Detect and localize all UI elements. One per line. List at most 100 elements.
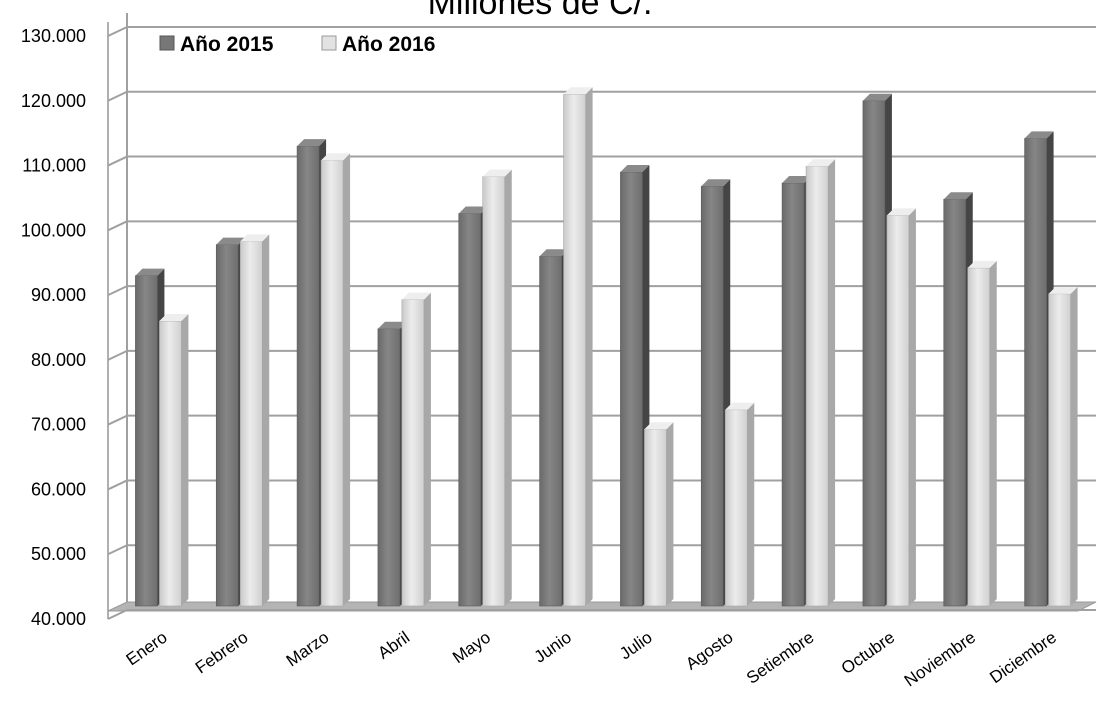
bar-front-face xyxy=(943,198,967,607)
legend-swatch-2016 xyxy=(321,35,337,51)
x-tick-label: Marzo xyxy=(283,628,333,671)
bar-side-face xyxy=(423,292,431,606)
bar-top-face xyxy=(701,179,731,187)
bar-front-face xyxy=(159,320,182,607)
bars-layer xyxy=(135,87,1078,607)
bar-año-2016-junio xyxy=(563,87,593,607)
bar-top-face xyxy=(943,192,973,200)
bar-año-2016-mayo xyxy=(482,169,512,607)
y-tick-label: 40.000 xyxy=(31,609,86,629)
y-tick-label: 80.000 xyxy=(31,350,86,370)
bar-front-face xyxy=(401,299,425,607)
bar-año-2016-setiembre xyxy=(805,159,836,607)
x-tick-label: Noviembre xyxy=(901,628,979,691)
legend: Año 2015 Año 2016 xyxy=(159,33,435,56)
x-tick-label: Octubre xyxy=(838,628,898,678)
bar-front-face xyxy=(781,182,805,607)
bar-side-face xyxy=(989,260,997,606)
bar-top-face xyxy=(216,237,246,245)
bar-front-face xyxy=(862,100,886,607)
x-tick-label: Febrero xyxy=(192,628,252,678)
bar-top-face xyxy=(725,402,755,410)
bar-front-face xyxy=(296,145,320,607)
bar-side-face xyxy=(504,169,512,606)
bar-top-face xyxy=(563,87,593,95)
y-tick-label: 90.000 xyxy=(31,285,86,305)
bar-front-face xyxy=(724,409,748,607)
bar-año-2016-diciembre xyxy=(1048,286,1078,607)
bar-front-face xyxy=(886,215,910,607)
x-tick-label: Mayo xyxy=(449,628,494,667)
y-tick-label: 130.000 xyxy=(21,26,86,46)
bar-front-face xyxy=(320,160,344,607)
bar-top-face xyxy=(1024,131,1054,139)
bar-front-face xyxy=(644,428,667,607)
y-tick-label: 110.000 xyxy=(22,156,86,176)
gridline-depth xyxy=(107,414,128,426)
bar-top-face xyxy=(458,206,488,214)
y-tick-label: 60.000 xyxy=(31,479,86,499)
bar-front-face xyxy=(563,94,586,607)
gridline-depth xyxy=(107,26,128,37)
bar-side-face xyxy=(747,402,755,606)
bar-top-face xyxy=(539,249,569,257)
bar-top-face xyxy=(321,153,351,161)
bar-año-2016-enero xyxy=(159,314,189,607)
bar-front-face xyxy=(620,171,643,607)
bar-front-face xyxy=(135,275,158,607)
bar-año-2016-marzo xyxy=(320,153,351,607)
bar-año-2016-agosto xyxy=(724,402,755,607)
chart-title: Millones de C/. xyxy=(428,0,653,22)
bar-front-face xyxy=(1024,138,1047,607)
gridline-depth xyxy=(107,155,128,167)
legend-item-2016: Año 2016 xyxy=(321,33,435,56)
bar-año-2016-julio xyxy=(644,422,674,607)
bar-top-face xyxy=(806,159,836,167)
bar-front-face xyxy=(1048,293,1071,607)
legend-swatch-2015 xyxy=(159,35,175,51)
legend-label-2016: Año 2016 xyxy=(342,33,435,56)
bar-año-2016-febrero xyxy=(239,234,270,607)
bar-front-face xyxy=(482,176,506,607)
bar-top-face xyxy=(967,260,997,268)
bar-top-face xyxy=(862,93,892,101)
bar-side-face xyxy=(181,314,189,606)
bar-front-face xyxy=(377,328,401,607)
bar-front-face xyxy=(805,165,829,607)
bar-top-face xyxy=(135,268,165,276)
gridline-depth xyxy=(107,544,128,556)
y-tick-label: 100.000 xyxy=(21,220,86,240)
bar-top-face xyxy=(482,169,512,177)
bar-front-face xyxy=(700,185,724,607)
bar-top-face xyxy=(159,314,189,322)
bar-top-face xyxy=(644,422,674,430)
bar-front-face xyxy=(967,267,991,607)
legend-item-2015: Año 2015 xyxy=(159,33,274,56)
bar-side-face xyxy=(908,208,916,606)
x-tick-label: Junio xyxy=(531,628,575,667)
legend-label-2015: Año 2015 xyxy=(180,33,274,56)
y-tick-label: 120.000 xyxy=(21,91,86,111)
gridline-depth xyxy=(107,609,128,620)
bar-año-2016-abril xyxy=(401,292,431,607)
bar-año-2016-noviembre xyxy=(967,260,997,607)
x-tick-label: Diciembre xyxy=(986,628,1060,687)
bar-top-face xyxy=(240,234,270,242)
bar-front-face xyxy=(239,241,263,607)
bar-año-2016-octubre xyxy=(886,208,916,607)
gridline-depth xyxy=(107,285,128,297)
bar-side-face xyxy=(1070,286,1078,606)
x-tick-label: Julio xyxy=(616,628,656,664)
gridline-depth xyxy=(107,90,128,102)
bar-front-face xyxy=(215,244,239,607)
bar-front-face xyxy=(458,213,482,607)
bar-side-face xyxy=(666,422,674,606)
bar-side-face xyxy=(343,153,351,606)
bar-top-face xyxy=(782,176,812,184)
gridline-depth xyxy=(107,220,128,232)
grid-layer xyxy=(107,13,1097,620)
bar-side-face xyxy=(585,87,593,607)
x-tick-label: Enero xyxy=(123,628,171,670)
bar-top-face xyxy=(886,208,916,216)
